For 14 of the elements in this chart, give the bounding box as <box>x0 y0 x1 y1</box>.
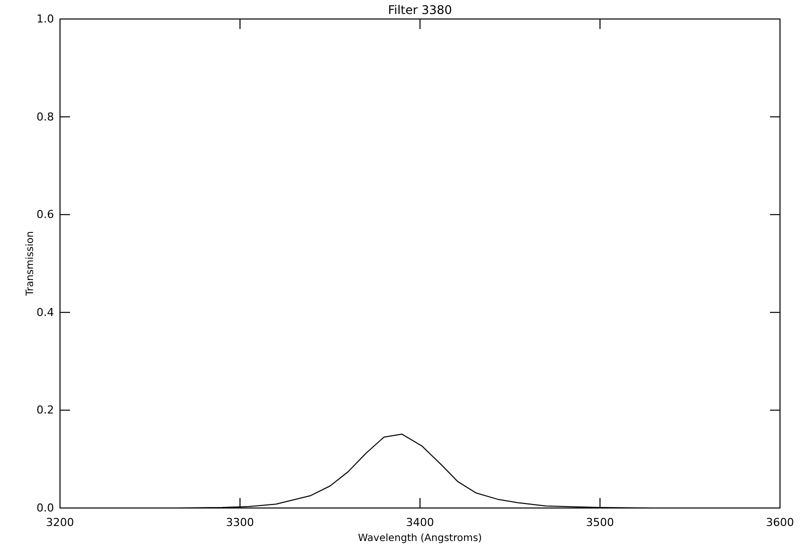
y-tick-label: 1.0 <box>36 12 54 26</box>
x-tick-label: 3600 <box>766 516 794 529</box>
x-tick-label: 3400 <box>406 516 434 529</box>
y-tick-label: 0.8 <box>36 110 54 124</box>
y-axis-title: Transmission <box>25 231 36 297</box>
x-tick-label: 3300 <box>226 516 254 529</box>
x-tick-label: 3200 <box>46 516 74 529</box>
y-tick-label: 0.6 <box>36 208 54 222</box>
x-tick-label: 3500 <box>586 516 614 529</box>
y-tick-label: 0.2 <box>36 404 54 417</box>
x-axis-title: Wavelength (Angstroms) <box>358 533 482 544</box>
y-tick-label: 0.0 <box>36 502 54 515</box>
chart-title: Filter 3380 <box>388 3 452 17</box>
y-tick-label: 0.4 <box>36 306 54 319</box>
